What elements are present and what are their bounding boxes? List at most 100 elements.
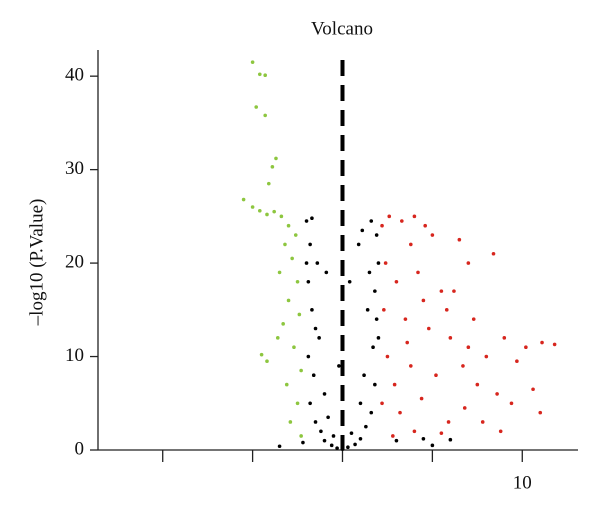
point — [360, 228, 365, 233]
point — [295, 401, 300, 406]
point — [369, 410, 374, 415]
point — [538, 410, 543, 415]
point — [322, 438, 327, 443]
point — [304, 219, 309, 223]
point — [466, 345, 471, 349]
point — [288, 420, 293, 424]
point — [394, 438, 399, 443]
point — [358, 436, 363, 441]
point — [324, 270, 329, 275]
point — [391, 434, 395, 438]
point — [308, 401, 312, 406]
point — [275, 336, 280, 340]
point — [297, 312, 302, 317]
point — [434, 373, 438, 378]
point — [448, 336, 453, 340]
point — [480, 420, 485, 424]
x-tick-label: 10 — [513, 472, 532, 493]
point — [358, 401, 363, 406]
point — [400, 219, 404, 223]
point — [392, 382, 397, 387]
point — [306, 279, 311, 284]
point — [374, 317, 379, 321]
point — [369, 219, 374, 223]
point — [452, 289, 456, 293]
y-tick-label: 40 — [65, 65, 84, 86]
point — [409, 242, 413, 247]
point — [331, 434, 336, 438]
point — [367, 270, 372, 275]
point — [371, 345, 375, 349]
point — [299, 434, 303, 438]
point — [364, 424, 368, 429]
point — [250, 60, 255, 64]
point — [337, 364, 341, 368]
point — [498, 429, 503, 434]
point — [382, 308, 386, 312]
point — [241, 197, 246, 202]
point — [347, 279, 352, 284]
point — [405, 340, 410, 345]
point — [322, 392, 327, 396]
point — [292, 345, 296, 349]
point — [380, 223, 384, 228]
y-tick-label: 10 — [65, 345, 84, 366]
point — [319, 429, 323, 434]
point — [304, 261, 309, 265]
point — [263, 113, 267, 118]
point — [295, 279, 300, 284]
point — [376, 336, 381, 340]
point — [290, 256, 294, 261]
point — [329, 443, 334, 448]
point — [421, 298, 426, 303]
point — [281, 322, 285, 326]
point — [310, 216, 314, 221]
point — [461, 364, 465, 368]
point — [412, 214, 417, 219]
point — [552, 342, 557, 347]
point — [376, 261, 381, 265]
y-axis-label: –log10 (P.Value) — [26, 199, 47, 327]
chart-title: Volcano — [311, 18, 373, 39]
point — [412, 429, 417, 434]
point — [310, 308, 314, 312]
point — [531, 387, 535, 392]
point — [308, 242, 312, 247]
point — [495, 392, 499, 396]
point — [446, 420, 451, 424]
point — [419, 396, 424, 401]
point — [311, 373, 316, 378]
point — [353, 442, 357, 447]
point — [266, 181, 271, 186]
point — [265, 359, 269, 364]
point — [284, 382, 289, 387]
point — [509, 401, 514, 406]
point — [272, 209, 276, 214]
point — [257, 72, 262, 77]
point — [524, 345, 528, 349]
point — [346, 445, 350, 449]
point — [430, 443, 435, 448]
point — [265, 212, 269, 217]
point — [356, 242, 361, 247]
point — [299, 368, 303, 373]
point — [335, 446, 339, 450]
point — [471, 317, 476, 321]
point — [254, 105, 259, 109]
point — [277, 444, 282, 449]
point — [313, 420, 318, 424]
point — [259, 352, 264, 357]
point — [423, 223, 427, 228]
point — [250, 205, 255, 209]
point — [403, 317, 408, 321]
point — [286, 223, 291, 228]
point — [457, 237, 462, 242]
point — [326, 415, 330, 420]
point — [394, 279, 399, 284]
point — [491, 251, 496, 256]
point — [373, 382, 377, 387]
point — [387, 214, 392, 219]
point — [286, 298, 291, 303]
point — [439, 431, 444, 435]
point — [540, 340, 544, 345]
